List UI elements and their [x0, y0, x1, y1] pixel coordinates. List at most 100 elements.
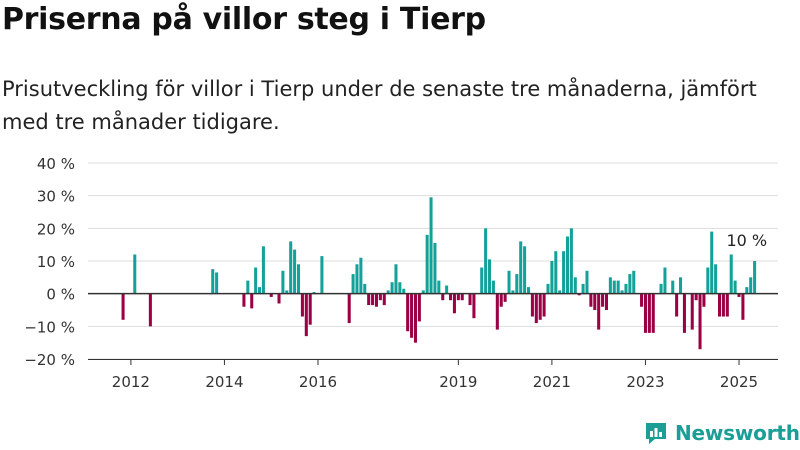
bar	[733, 280, 737, 294]
bar	[433, 243, 437, 294]
bar	[320, 256, 324, 294]
bar	[682, 293, 686, 333]
bar	[737, 293, 741, 297]
bar	[491, 280, 495, 294]
bar	[581, 283, 585, 294]
bar	[565, 236, 570, 294]
bar	[351, 274, 355, 294]
bar	[530, 293, 534, 317]
x-tick-label: 2014	[205, 373, 243, 391]
bar	[616, 280, 620, 294]
x-tick-label: 2019	[439, 373, 477, 391]
bar	[394, 264, 398, 294]
bar	[679, 277, 683, 294]
bar	[601, 293, 605, 307]
bar	[246, 280, 250, 294]
bar	[293, 249, 297, 294]
brand-name: Newsworthy	[675, 421, 800, 445]
bar	[710, 231, 714, 294]
bar	[651, 293, 655, 333]
bar	[690, 293, 694, 330]
grid-lines	[88, 162, 778, 360]
bar	[133, 254, 137, 294]
bar	[550, 261, 554, 294]
chart-subtitle: Prisutveckling för villor i Tierp under …	[2, 77, 757, 134]
bar	[604, 293, 608, 310]
bar	[640, 293, 644, 307]
bar	[495, 293, 499, 330]
bar	[281, 270, 285, 294]
bar	[441, 293, 445, 301]
bar	[628, 274, 632, 294]
bar	[519, 241, 523, 294]
y-tick-label: 10 %	[37, 253, 75, 271]
bar	[347, 293, 351, 324]
bar	[386, 290, 390, 294]
bar	[254, 267, 258, 294]
bar	[378, 293, 382, 301]
bar	[714, 264, 718, 294]
bar	[312, 292, 316, 294]
bar	[437, 280, 441, 294]
newsworthy-logo: Newsworthy	[643, 420, 800, 446]
bar	[612, 280, 616, 294]
bar	[499, 293, 503, 307]
x-tick-label: 2021	[533, 373, 571, 391]
bar	[597, 293, 601, 330]
bar	[515, 274, 519, 294]
bar	[706, 267, 710, 294]
x-tick-label: 2023	[626, 373, 664, 391]
bar	[289, 241, 293, 294]
bar	[671, 280, 675, 294]
bar	[258, 287, 262, 294]
bar	[413, 293, 417, 343]
bar	[211, 269, 215, 294]
bars	[121, 197, 757, 350]
bar	[285, 290, 289, 294]
bar	[355, 264, 359, 294]
bar	[507, 270, 511, 294]
bar	[608, 277, 612, 294]
bar	[534, 293, 538, 324]
bar	[472, 293, 476, 319]
bar	[488, 259, 492, 294]
bar	[745, 287, 749, 294]
bar	[721, 293, 725, 317]
bar	[643, 293, 647, 333]
bar	[573, 277, 577, 294]
bar	[121, 293, 125, 320]
y-tick-label: 20 %	[37, 220, 75, 238]
y-axis-labels: 40 % 30 % 20 % 10 % 0 % −10 % −20 %	[24, 155, 75, 369]
bar	[538, 293, 542, 320]
bar	[620, 290, 624, 294]
bar	[390, 282, 394, 294]
bar	[542, 293, 546, 317]
bar	[425, 234, 429, 294]
bar	[215, 272, 219, 294]
bar	[647, 293, 651, 333]
bar	[300, 293, 304, 317]
bar	[449, 293, 453, 301]
bar	[589, 293, 593, 307]
y-tick-label: −10 %	[24, 318, 75, 336]
bar	[624, 283, 628, 294]
bar	[402, 288, 406, 294]
y-tick-label: 40 %	[37, 155, 75, 173]
x-tick-label: 2016	[299, 373, 337, 391]
bar	[753, 261, 757, 294]
bar	[694, 293, 698, 301]
bar	[562, 251, 566, 294]
bar	[569, 228, 573, 294]
bar	[718, 293, 722, 317]
bar	[406, 293, 410, 332]
bar	[554, 251, 558, 294]
y-tick-label: 0 %	[46, 286, 75, 304]
bar	[526, 287, 531, 294]
bar	[702, 293, 706, 307]
bar	[261, 246, 265, 294]
bar	[503, 293, 507, 302]
x-tick-label: 2012	[112, 373, 150, 391]
bar	[523, 246, 527, 294]
bar	[269, 293, 273, 297]
